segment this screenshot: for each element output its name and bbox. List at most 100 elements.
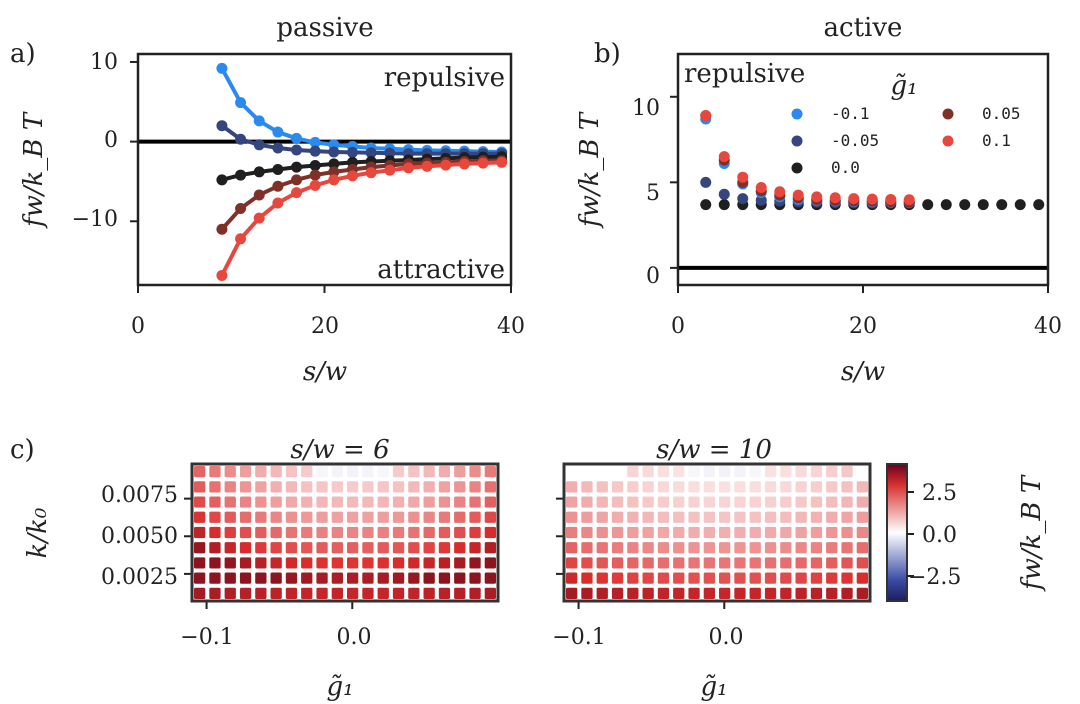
data-point — [384, 147, 396, 159]
heatmap-2-cell — [657, 587, 670, 599]
heatmap-2-cell — [795, 587, 807, 599]
heatmap-1-cell — [469, 496, 481, 508]
panel-a-ylabel: fw/k_B T — [19, 111, 49, 229]
heatmap-1-cell — [408, 466, 420, 478]
heatmap-2-cell — [657, 496, 670, 508]
heatmap-1-cell — [285, 587, 298, 599]
data-point — [309, 136, 321, 148]
heatmap-1-cell — [423, 481, 435, 493]
heatmap-1-cell — [285, 511, 298, 523]
heatmap-1-cell — [331, 557, 343, 569]
heatmap-1-cell — [331, 496, 343, 508]
heatmap-1-cell — [194, 557, 206, 569]
data-point — [291, 187, 303, 199]
heatmap-2-cell — [856, 587, 868, 599]
heatmap-2-cell — [627, 557, 639, 569]
heatmap-1-cell — [270, 466, 282, 478]
heatmap-2-cell — [749, 572, 761, 584]
data-point — [328, 158, 340, 170]
heatmap-2-cell — [611, 511, 624, 523]
heatmap-1-cell — [224, 557, 236, 569]
heatmap-2-cell — [688, 542, 700, 554]
heatmap-2-cell — [856, 496, 868, 508]
heatmap-ticks: −0.1 0.0 −0.1 0.0 0.0075 0.0050 0.0025 — [101, 483, 743, 650]
heatmap-2-cell — [581, 481, 593, 493]
panel-a-frame — [136, 52, 513, 287]
heatmap-1-cell — [408, 557, 420, 569]
heatmap-2-cell — [566, 511, 578, 523]
heatmap-2-cell — [627, 466, 639, 478]
heatmap-1-cell — [270, 511, 282, 523]
heatmap-2-cell — [780, 466, 792, 478]
heatmap-2-cell — [596, 481, 608, 493]
heatmap-2-cell — [642, 572, 654, 584]
series-line-4 — [220, 160, 502, 277]
heatmap-1-cell — [423, 466, 435, 478]
heatmap-2-cell — [703, 511, 715, 523]
heatmap-1-cell — [392, 481, 405, 493]
heatmap-2-cell — [719, 511, 731, 523]
data-point — [291, 132, 303, 144]
heatmap-1-cell — [423, 511, 435, 523]
heatmap-1-cell — [316, 587, 328, 599]
data-point — [829, 192, 841, 204]
heatmap-1-cell — [224, 587, 236, 599]
heatmap-2-cell — [673, 511, 685, 523]
data-point — [718, 151, 730, 163]
heatmap-1-cell — [316, 526, 328, 539]
data-point — [977, 199, 989, 211]
data-point — [272, 126, 284, 138]
heatmap-1-cell — [301, 587, 313, 599]
panel-b-ytick-label: 10 — [632, 96, 660, 121]
heatmap-2-cell — [826, 587, 838, 599]
heatmap-2-cell — [673, 587, 685, 599]
heatmap-2-cell — [780, 587, 792, 599]
heatmap-1-cell — [347, 557, 359, 569]
heatmap-1-cell — [209, 557, 221, 569]
heatmap-1-cell — [392, 587, 405, 599]
heatmap-2-cell — [764, 542, 777, 554]
heatmap-2-cell — [596, 572, 608, 584]
data-point — [848, 193, 860, 205]
heatmap-1-cell — [392, 542, 405, 554]
heatmap-2-cell — [703, 572, 715, 584]
heatmap-1-cell — [194, 526, 206, 539]
panel-b-xlabel: s/w — [841, 357, 885, 387]
data-point — [346, 146, 358, 158]
data-point — [235, 203, 247, 215]
data-point — [328, 166, 340, 178]
heatmap-2-cell — [596, 526, 608, 539]
heatmap-1-cell — [408, 526, 420, 539]
data-point — [216, 174, 228, 186]
heatmap-1-cell — [255, 557, 267, 569]
data-point — [755, 181, 767, 193]
panel-a-xlabel: s/w — [303, 357, 347, 387]
panel-b-legend: -0.1 -0.05 0.0 0.05 0.1 — [791, 104, 1021, 177]
heatmap-1-cell — [209, 481, 221, 493]
heatmap-1-cell — [423, 557, 435, 569]
heatmap-2-xtick-label: 0.0 — [709, 625, 744, 650]
heatmap-1-cell — [270, 542, 282, 554]
data-point — [291, 144, 303, 156]
heatmap-1-cell — [484, 466, 496, 478]
data-point — [272, 197, 284, 209]
heatmap-1-cell — [224, 526, 236, 539]
heatmap-1-cell — [484, 511, 496, 523]
data-point — [235, 233, 247, 245]
data-point — [885, 193, 897, 205]
panel-a-xtick-label: 0 — [131, 314, 145, 339]
legend-label: -0.05 — [831, 131, 879, 150]
heatmap-1-cell — [255, 526, 267, 539]
panel-b-ytick-label: 5 — [646, 181, 660, 206]
heatmap-1-cell — [239, 481, 252, 493]
heatmap-1-cell — [239, 587, 252, 599]
heatmap-1-cell — [301, 496, 313, 508]
svg-text:g̃₁: g̃₁ — [700, 672, 727, 702]
panel-a-ticks: 0 20 40 10 0 −10 — [72, 50, 525, 339]
data-point — [253, 139, 265, 151]
heatmap-1-cell — [469, 587, 481, 599]
heatmap-2-xlabel: g̃₁ — [700, 672, 727, 702]
panel-b-xtick-label: 0 — [671, 314, 685, 339]
heatmap-1-cell — [392, 511, 405, 523]
heatmap-2-cell — [703, 466, 715, 478]
